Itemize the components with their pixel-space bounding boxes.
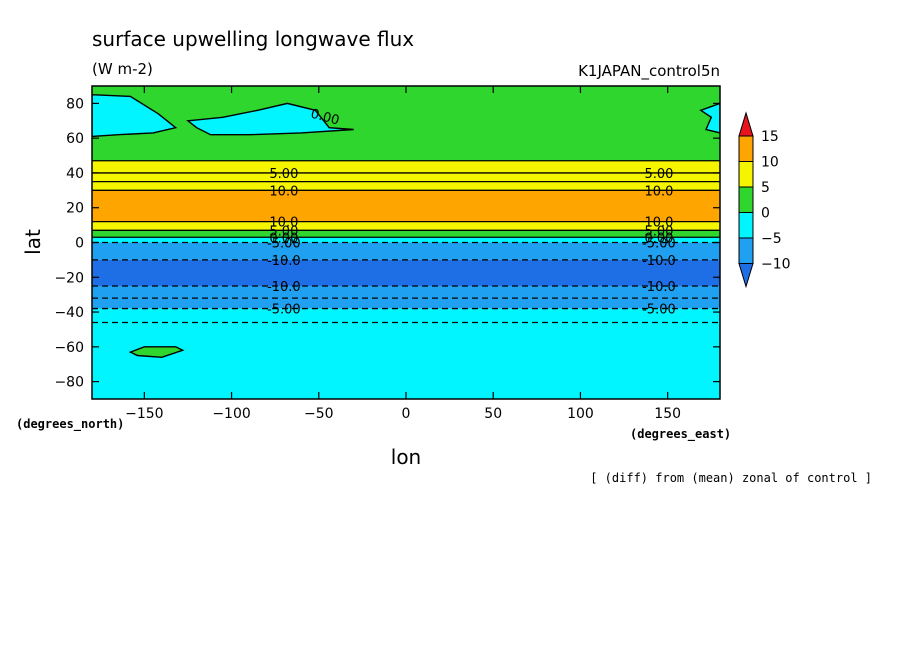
contour-label-1-0: 5.00	[269, 167, 298, 182]
contour-label-9-1: -10.0	[642, 280, 676, 295]
y-axis-title: lat	[21, 229, 45, 255]
contour-label-5-1: 5.00	[644, 224, 673, 239]
y-tick-label: 20	[66, 201, 84, 217]
x-tick-label: −50	[304, 406, 334, 422]
footer-note: [ (diff) from (mean) zonal of control ]	[590, 471, 872, 485]
chart-title: surface upwelling longwave flux	[92, 27, 414, 51]
band-7	[92, 242, 720, 260]
band-6	[92, 237, 720, 243]
colorbar-tick-label: −10	[761, 257, 791, 273]
y-tick-label: 40	[66, 166, 84, 182]
x-tick-label: 150	[654, 406, 681, 422]
south-patch	[128, 346, 185, 359]
colorbar-swatch	[738, 161, 754, 188]
y-tick-label: −40	[54, 305, 84, 321]
band-5	[92, 230, 720, 238]
contour-label-3-1: 10.0	[644, 184, 673, 199]
y-tick-label: 60	[66, 131, 84, 147]
contour-label-7-1: -5.00	[642, 237, 676, 252]
north-patch-b	[186, 102, 354, 136]
colorbar-top-arrow	[738, 111, 754, 137]
colorbar: 15 10 5 0 −5 −10	[738, 111, 791, 289]
run-name: K1JAPAN_control5n	[578, 62, 720, 81]
colorbar-tick-label: 5	[761, 180, 770, 196]
x-tick-label: 0	[402, 406, 411, 422]
north-patch-b-label: 0.00	[309, 107, 341, 129]
colorbar-swatch	[738, 237, 754, 264]
contour-label-11-1: -5.00	[642, 303, 676, 318]
contour-label-11-0: -5.00	[267, 303, 301, 318]
north-patch-c	[699, 102, 720, 134]
y-tick-label: −60	[54, 340, 84, 356]
x-tick-label: −150	[125, 406, 163, 422]
north-patch-a	[92, 93, 178, 138]
contour-label-8-0: -10.0	[267, 254, 301, 269]
axes: −150 −100 −50 0 50 100 150 −80 −60 −40 −20 0 20 40 60 8…	[54, 85, 721, 422]
contour-label-4-0: 10.0	[269, 216, 298, 231]
colorbar-swatch	[738, 212, 754, 239]
contour-label-1-1: 5.00	[644, 167, 673, 182]
y-tick-label: −20	[54, 270, 84, 286]
colorbar-tick-label: 15	[761, 129, 779, 145]
contour-label-4-1: 10.0	[644, 216, 673, 231]
y-tick-label: 80	[66, 96, 84, 112]
contour-label-7-0: -5.00	[267, 237, 301, 252]
x-axis-title: lon	[391, 445, 421, 469]
contour-label-9-0: -10.0	[267, 280, 301, 295]
band-4	[92, 221, 720, 231]
colorbar-tick-label: 10	[761, 155, 779, 171]
colorbar-tick-label: 0	[761, 206, 770, 222]
contour-label-3-0: 10.0	[269, 184, 298, 199]
chart-units: (W m-2)	[92, 60, 153, 78]
x-tick-label: −100	[212, 406, 250, 422]
y-unit-label: (degrees_north)	[16, 417, 124, 432]
colorbar-tick-label: −5	[761, 231, 782, 247]
y-tick-label: −80	[54, 375, 84, 391]
band-9	[92, 285, 720, 309]
band-8	[92, 259, 720, 286]
band-10	[92, 308, 720, 399]
colorbar-bottom-arrow	[738, 263, 754, 289]
contour-label-5-0: 5.00	[269, 224, 298, 239]
contour-label-8-1: -10.0	[642, 254, 676, 269]
x-tick-label: 100	[567, 406, 594, 422]
band-0	[92, 86, 720, 161]
y-tick-label: 0	[75, 236, 84, 252]
x-unit-label: (degrees_east)	[630, 427, 731, 442]
band-1	[92, 160, 720, 173]
colorbar-swatch	[738, 135, 754, 162]
band-3	[92, 190, 720, 222]
x-tick-label: 50	[484, 406, 502, 422]
colorbar-swatch	[738, 186, 754, 213]
